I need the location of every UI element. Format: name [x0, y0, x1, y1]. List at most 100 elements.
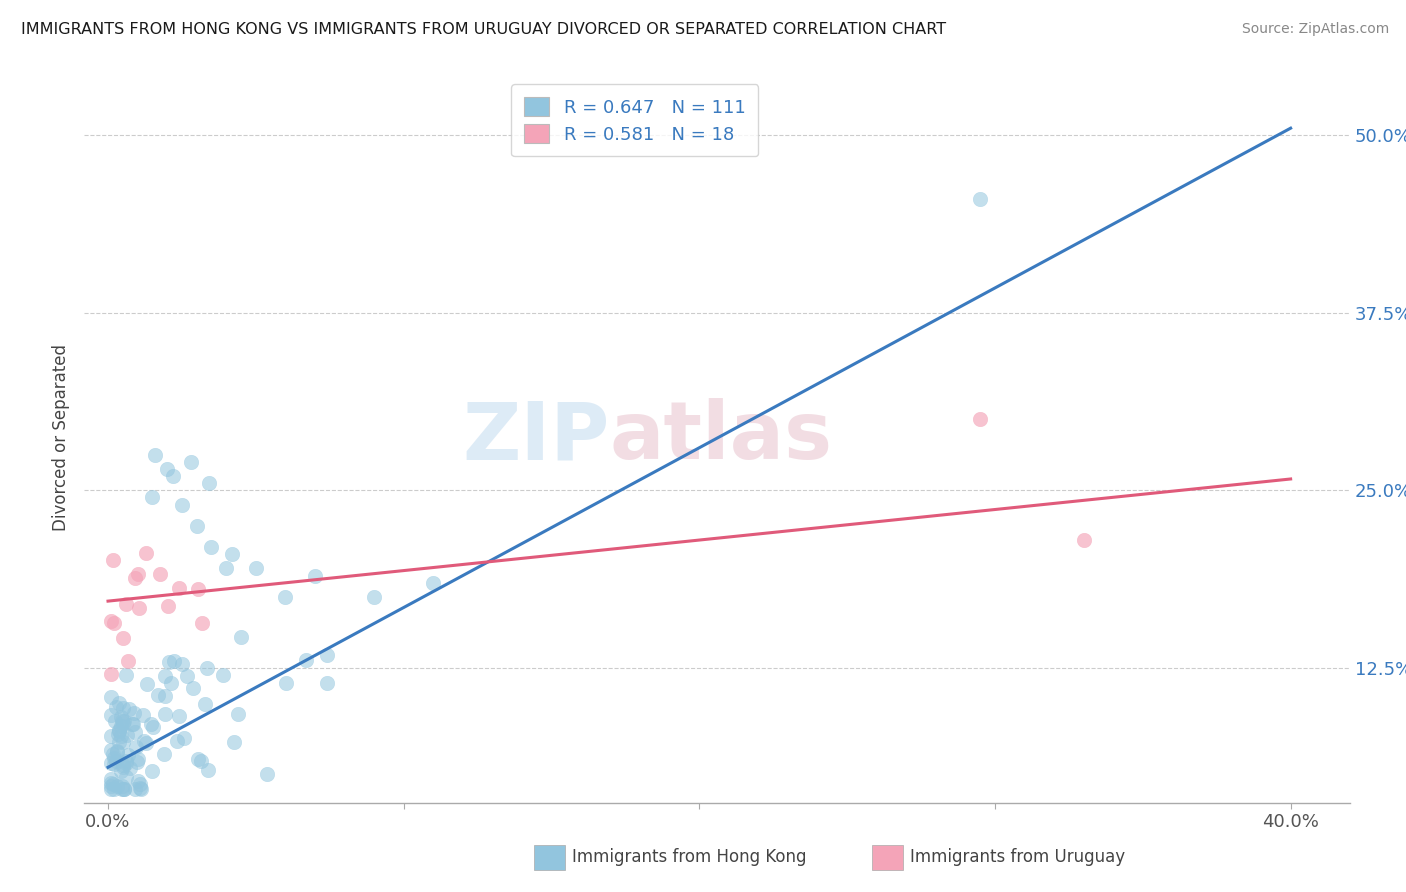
Point — [122, 717, 145, 731]
Point — [105, 779, 128, 793]
Text: IMMIGRANTS FROM HONG KONG VS IMMIGRANTS FROM URUGUAY DIVORCED OR SEPARATED CORRE: IMMIGRANTS FROM HONG KONG VS IMMIGRANTS … — [21, 22, 946, 37]
Point — [100, 730, 122, 744]
Point — [135, 677, 157, 691]
Point — [117, 747, 139, 762]
Point — [139, 717, 162, 731]
Point — [170, 657, 193, 671]
Point — [170, 498, 193, 512]
Point — [148, 688, 170, 702]
Point — [295, 653, 318, 667]
Point — [149, 567, 172, 582]
Point — [195, 660, 218, 674]
Point — [187, 752, 209, 766]
Point — [110, 729, 132, 743]
Point — [211, 668, 233, 682]
Point — [103, 757, 125, 772]
Point — [231, 630, 253, 644]
Point — [1073, 533, 1095, 547]
Point — [125, 739, 148, 754]
Point — [114, 598, 136, 612]
Point — [143, 448, 166, 462]
Point — [105, 745, 128, 759]
Point — [108, 724, 131, 739]
Point — [111, 716, 134, 731]
Point — [104, 754, 127, 768]
Point — [197, 763, 219, 777]
Point — [108, 723, 131, 738]
Point — [197, 476, 219, 491]
Point — [100, 756, 122, 771]
Point — [157, 656, 180, 670]
Point — [100, 690, 122, 705]
Point — [111, 735, 134, 749]
Point — [114, 667, 136, 681]
Point — [103, 777, 125, 791]
Point — [100, 772, 122, 787]
Point — [111, 714, 134, 728]
Point — [127, 774, 149, 789]
Point — [194, 698, 217, 712]
Point — [127, 566, 149, 581]
Point — [104, 714, 127, 728]
Point — [114, 756, 136, 770]
Point — [115, 754, 138, 768]
Y-axis label: Divorced or Separated: Divorced or Separated — [52, 343, 70, 531]
Point — [190, 754, 212, 768]
Point — [228, 707, 250, 722]
Text: Immigrants from Hong Kong: Immigrants from Hong Kong — [572, 848, 807, 866]
Point — [111, 758, 134, 772]
Point — [110, 709, 132, 723]
Point — [153, 747, 176, 761]
Point — [129, 777, 152, 791]
Point — [100, 742, 122, 756]
Point — [363, 590, 385, 604]
Point — [176, 669, 198, 683]
Point — [100, 614, 122, 628]
Point — [115, 728, 138, 742]
Point — [124, 571, 146, 585]
Point — [112, 781, 135, 796]
Point — [157, 599, 180, 613]
Point — [112, 701, 135, 715]
Point — [103, 781, 125, 796]
Point — [135, 546, 157, 560]
Point — [110, 719, 132, 733]
Point — [141, 764, 163, 778]
Point — [153, 689, 176, 703]
Point — [191, 615, 214, 630]
Point — [122, 706, 145, 720]
Point — [245, 561, 267, 575]
Point — [114, 781, 136, 796]
Point — [135, 736, 157, 750]
Point — [124, 725, 146, 739]
Point — [107, 727, 129, 741]
Point — [107, 696, 129, 710]
Point — [127, 755, 149, 769]
Point — [160, 676, 183, 690]
Point — [187, 582, 209, 596]
Point — [316, 648, 339, 663]
Point — [100, 707, 122, 722]
Text: ZIP: ZIP — [463, 398, 610, 476]
Point — [121, 717, 143, 731]
Text: atlas: atlas — [610, 398, 832, 476]
Point — [100, 781, 122, 796]
Point — [112, 631, 135, 645]
Point — [315, 676, 337, 690]
Point — [256, 767, 278, 781]
Point — [117, 655, 139, 669]
Point — [142, 720, 165, 734]
Point — [101, 553, 124, 567]
Point — [112, 760, 135, 774]
Point — [222, 735, 245, 749]
Point — [162, 469, 184, 483]
Point — [111, 780, 134, 794]
Point — [274, 590, 297, 604]
Point — [181, 681, 204, 695]
Point — [101, 747, 124, 762]
Point — [105, 744, 128, 758]
Point — [112, 714, 135, 728]
Point — [186, 519, 208, 533]
Point — [163, 654, 186, 668]
Point — [200, 540, 222, 554]
